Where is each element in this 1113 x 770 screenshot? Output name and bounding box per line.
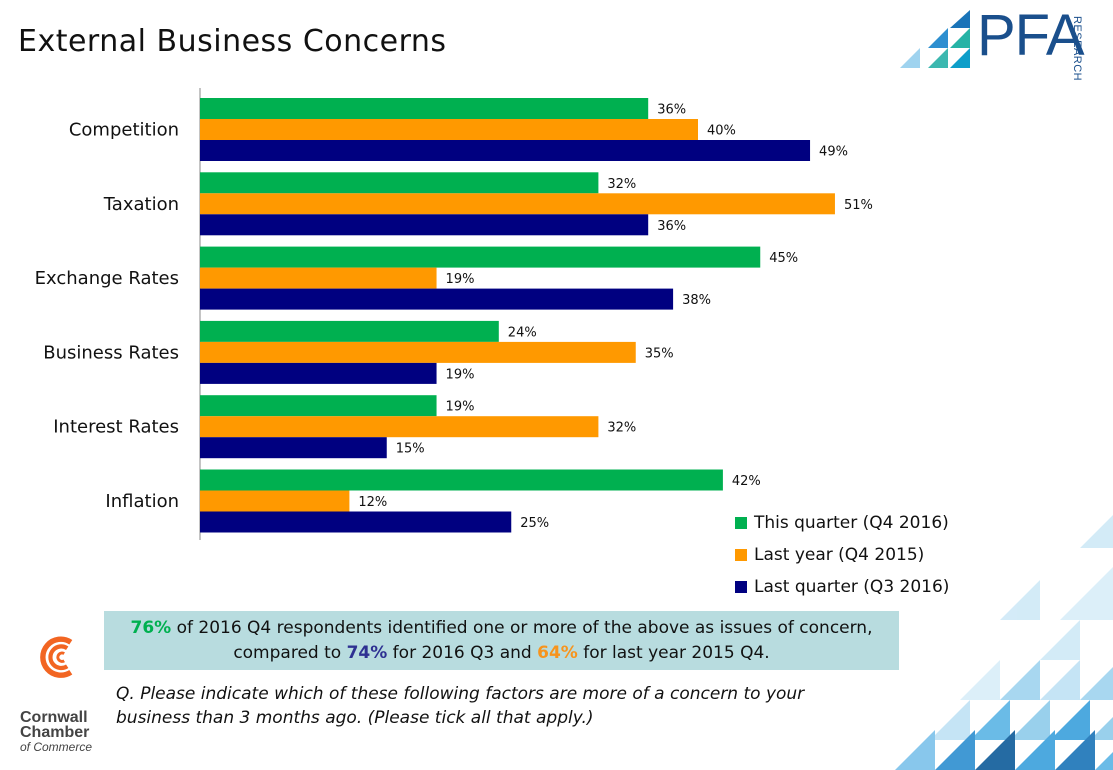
bar bbox=[200, 119, 698, 140]
bar bbox=[200, 172, 599, 194]
summary-text: of 2016 Q4 respondents identified one or… bbox=[171, 618, 873, 638]
data-label: 45% bbox=[769, 251, 798, 266]
legend-label: This quarter (Q4 2016) bbox=[754, 513, 949, 533]
summary-value-q4: 76% bbox=[130, 618, 172, 638]
data-label: 32% bbox=[607, 421, 636, 436]
bar bbox=[200, 416, 599, 438]
legend-item-last-quarter: Last quarter (Q3 2016) bbox=[735, 571, 949, 603]
data-label: 19% bbox=[446, 367, 475, 382]
bar bbox=[200, 98, 649, 119]
legend-swatch bbox=[735, 581, 747, 593]
summary-text: compared to bbox=[233, 643, 347, 663]
category-label: Business Rates bbox=[43, 342, 179, 363]
bar bbox=[200, 140, 811, 161]
bar bbox=[200, 395, 437, 417]
legend-label: Last year (Q4 2015) bbox=[754, 545, 925, 565]
data-label: 12% bbox=[358, 495, 387, 510]
bar bbox=[200, 511, 512, 533]
data-label: 24% bbox=[508, 325, 537, 340]
legend-item-last-year: Last year (Q4 2015) bbox=[735, 539, 949, 571]
data-label: 32% bbox=[607, 177, 636, 192]
bar bbox=[200, 288, 674, 310]
pfa-logo-graphic bbox=[900, 10, 970, 68]
chamber-line-1: Cornwall bbox=[20, 709, 88, 726]
bar bbox=[200, 246, 761, 268]
bar bbox=[200, 320, 499, 342]
data-label: 51% bbox=[844, 198, 873, 213]
summary-box: 76% of 2016 Q4 respondents identified on… bbox=[104, 611, 899, 670]
summary-line-1: 76% of 2016 Q4 respondents identified on… bbox=[104, 616, 899, 641]
bar bbox=[200, 193, 835, 215]
legend-item-this-quarter: This quarter (Q4 2016) bbox=[735, 507, 949, 539]
summary-value-q3: 74% bbox=[346, 643, 388, 663]
summary-value-last-year: 64% bbox=[537, 643, 578, 663]
bar bbox=[200, 267, 437, 289]
category-label: Inflation bbox=[105, 491, 179, 512]
chamber-logo-text: Cornwall Chamber of Commerce bbox=[20, 710, 92, 755]
category-label: Interest Rates bbox=[53, 417, 179, 438]
summary-text: for 2016 Q3 and bbox=[387, 643, 538, 663]
data-label: 36% bbox=[657, 219, 686, 234]
chart-legend: This quarter (Q4 2016) Last year (Q4 201… bbox=[735, 507, 949, 603]
data-label: 15% bbox=[396, 442, 425, 457]
data-label: 49% bbox=[819, 145, 848, 160]
bar bbox=[200, 490, 350, 512]
bar bbox=[200, 362, 437, 384]
category-label: Exchange Rates bbox=[35, 268, 179, 289]
data-label: 19% bbox=[446, 400, 475, 415]
summary-line-2: compared to 74% for 2016 Q3 and 64% for … bbox=[104, 641, 899, 666]
data-label: 19% bbox=[446, 272, 475, 287]
data-label: 25% bbox=[520, 516, 549, 531]
bar-chart: Competition 36% 40% 49% Taxation 32% 51% 36% Exc… bbox=[35, 88, 873, 540]
data-label: 35% bbox=[645, 346, 674, 361]
bar bbox=[200, 469, 723, 491]
bar bbox=[200, 437, 387, 459]
page-title: External Business Concerns bbox=[18, 24, 447, 59]
data-label: 38% bbox=[682, 293, 711, 308]
legend-swatch bbox=[735, 517, 747, 529]
bar bbox=[200, 214, 649, 236]
data-label: 36% bbox=[657, 103, 686, 118]
category-label: Competition bbox=[69, 120, 179, 141]
pfa-logo-text: PFA bbox=[977, 3, 1085, 68]
survey-question: Q. Please indicate which of these follow… bbox=[116, 684, 805, 728]
category-label: Taxation bbox=[103, 194, 179, 215]
chamber-line-3: of Commerce bbox=[20, 740, 93, 754]
bar bbox=[200, 341, 636, 363]
legend-label: Last quarter (Q3 2016) bbox=[754, 577, 950, 597]
chamber-logo-icon bbox=[40, 636, 73, 678]
summary-text: for last year 2015 Q4. bbox=[577, 643, 770, 663]
data-label: 42% bbox=[732, 474, 761, 489]
chamber-line-2: Chamber bbox=[20, 724, 90, 741]
data-label: 40% bbox=[707, 124, 736, 139]
legend-swatch bbox=[735, 549, 747, 561]
